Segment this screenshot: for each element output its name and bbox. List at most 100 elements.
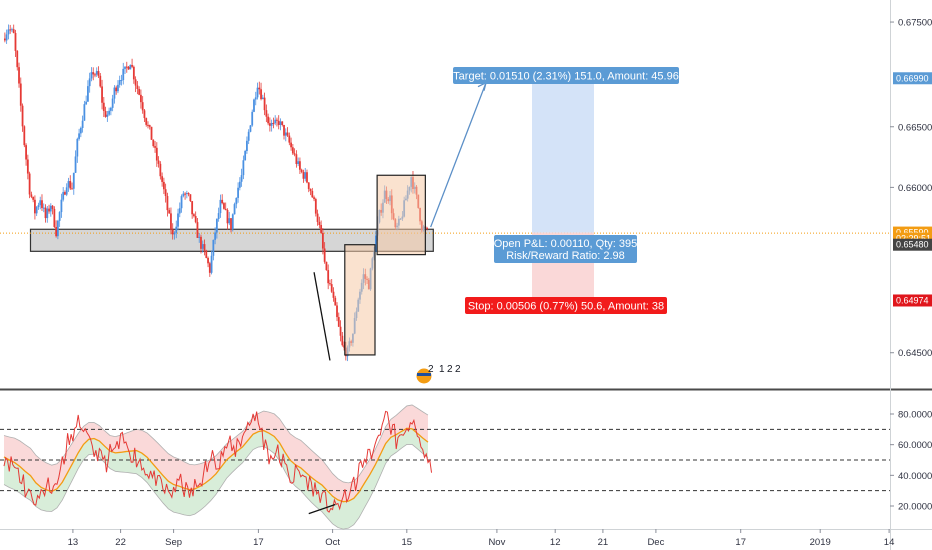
candle (219, 199, 222, 214)
candle (306, 172, 308, 183)
candle (284, 132, 287, 136)
projection-arrow[interactable] (430, 82, 487, 228)
candle (9, 29, 12, 31)
candle (58, 212, 61, 221)
candle (74, 156, 77, 173)
candle (175, 226, 178, 233)
candle (276, 119, 278, 121)
candle (260, 89, 262, 100)
candle (64, 192, 66, 195)
candle (246, 140, 248, 151)
target-label-text: Target: 0.01510 (2.31%) 151.0, Amount: 4… (453, 71, 679, 83)
candle (155, 147, 158, 161)
candle (302, 171, 305, 179)
candle (37, 205, 40, 208)
time-tick-label: Sep (165, 537, 182, 548)
candle (171, 229, 174, 235)
candle (32, 196, 35, 200)
candle (299, 161, 301, 170)
downtrend-line[interactable] (313, 272, 331, 361)
candle (11, 29, 13, 31)
candle (332, 291, 335, 298)
candle (173, 232, 176, 235)
candle (304, 172, 307, 179)
target-label-box (453, 67, 679, 84)
candle (337, 317, 340, 327)
candle (134, 79, 137, 86)
candle (69, 181, 72, 189)
candle (46, 208, 49, 219)
candle (140, 94, 142, 103)
time-axis[interactable]: 13 22 Sep 17 Oct 15 Nov 12 21 Dec 17 2019 14 (68, 529, 895, 548)
candle (30, 194, 33, 197)
candle (320, 225, 323, 233)
pnl-label-box (494, 235, 637, 263)
candle (145, 118, 148, 125)
candle (231, 214, 234, 230)
ratio-label-text: Risk/Reward Ratio: 2.98 (506, 250, 625, 262)
candle (205, 250, 208, 258)
candle (106, 114, 109, 117)
price-axis[interactable]: 0.67500 0.66500 0.66000 0.64500 (890, 18, 932, 360)
candle (265, 110, 268, 117)
candle (316, 213, 319, 222)
oscillator-axis[interactable]: 80.0000 60.0000 40.0000 20.0000 (890, 410, 932, 513)
consolidation-box[interactable] (376, 174, 426, 256)
candle (41, 200, 43, 208)
stop-label[interactable]: Stop: 0.00506 (0.77%) 50.6, Amount: 38 (465, 297, 667, 314)
oscillator-trend-line[interactable] (308, 503, 336, 515)
candle (293, 153, 296, 155)
candle (14, 32, 17, 51)
candle (147, 124, 149, 126)
candle (67, 181, 70, 188)
candle (65, 187, 68, 195)
pnl-label[interactable]: Open P&L: 0.00110, Qty: 395 Risk/Reward … (494, 235, 638, 263)
candle (79, 127, 82, 134)
candle (200, 236, 202, 249)
candle (295, 154, 298, 165)
candle (238, 181, 241, 188)
candle (182, 193, 185, 197)
candle (94, 74, 96, 76)
candle (87, 86, 89, 102)
oscillator-upper-band (4, 404, 428, 502)
candle (99, 75, 102, 87)
candle (35, 207, 38, 214)
candle (111, 98, 114, 108)
target-label[interactable]: Target: 0.01510 (2.31%) 151.0, Amount: 4… (453, 67, 679, 84)
event-count-2: 1 (439, 364, 445, 375)
oscillator-ma-line (3, 427, 429, 503)
candle (72, 172, 75, 189)
events-badge[interactable]: 2 1 2 2 (415, 364, 461, 385)
candle (71, 188, 73, 190)
candle (5, 34, 8, 41)
candle (288, 135, 291, 143)
candle (162, 181, 165, 190)
candle (223, 203, 225, 209)
target-zone[interactable] (532, 78, 594, 233)
price-pane[interactable] (0, 0, 890, 388)
candle (3, 38, 6, 41)
candle (39, 200, 42, 206)
candle (249, 125, 252, 132)
candle (148, 125, 151, 127)
time-tick-label: Nov (488, 537, 505, 548)
candle (214, 232, 217, 240)
candle (185, 193, 188, 195)
candle (212, 239, 215, 256)
candle (18, 67, 20, 84)
candle (81, 120, 84, 128)
candle (314, 199, 317, 214)
candle (152, 139, 155, 147)
candle (224, 208, 227, 210)
candle (184, 193, 186, 195)
rebound-box[interactable] (344, 244, 376, 356)
price-tag-label: 0.66990 (896, 73, 929, 83)
candle (261, 97, 264, 100)
candle (277, 120, 280, 125)
candle (97, 71, 100, 76)
candle (330, 284, 333, 292)
candle (343, 345, 345, 348)
